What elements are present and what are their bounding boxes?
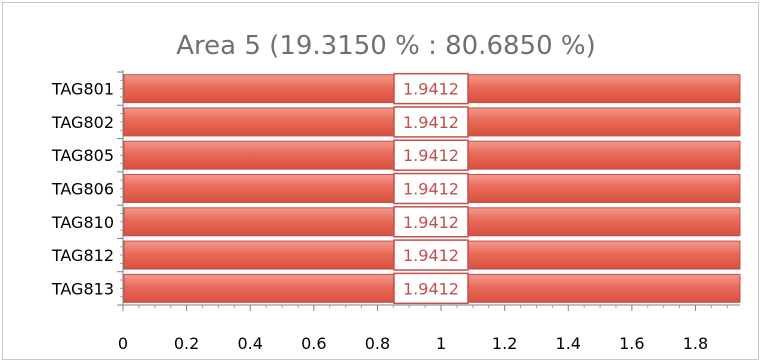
data-label: 1.9412	[403, 180, 459, 199]
x-tick-label: 1	[436, 334, 446, 353]
data-label: 1.9412	[403, 113, 459, 132]
chart-title: Area 5 (19.3150 % : 80.6850 %)	[176, 31, 595, 61]
data-label: 1.9412	[403, 279, 459, 298]
category-label: TAG805	[51, 146, 114, 165]
data-label-box	[393, 206, 469, 238]
data-label: 1.9412	[403, 246, 459, 265]
x-tick-label: 0.2	[174, 334, 199, 353]
data-label: 1.9412	[403, 80, 459, 99]
category-label: TAG813	[51, 279, 114, 298]
axes-layer	[117, 70, 740, 311]
data-label-box	[393, 172, 469, 205]
x-tick-label: 0.4	[237, 334, 262, 353]
data-label: 1.9412	[403, 213, 459, 232]
category-label: TAG812	[51, 246, 114, 265]
x-tick-label: 0	[118, 334, 128, 353]
category-label: TAG810	[51, 213, 114, 232]
data-label-box	[393, 239, 469, 271]
data-label-box	[393, 106, 469, 138]
data-label-box	[393, 72, 469, 105]
category-label: TAG801	[51, 80, 114, 99]
x-tick-label: 1.4	[556, 334, 581, 353]
x-tick-label: 0.8	[365, 334, 390, 353]
data-label: 1.9412	[403, 146, 459, 165]
category-label: TAG802	[51, 113, 114, 132]
x-tick-label: 1.8	[683, 334, 708, 353]
data-label-box	[393, 272, 469, 305]
x-tick-label: 0.6	[301, 334, 326, 353]
category-label: TAG806	[51, 180, 114, 199]
x-tick-label: 1.2	[492, 334, 517, 353]
x-tick-label: 1.6	[619, 334, 644, 353]
data-label-box	[393, 139, 469, 171]
labels-layer: TAG801 1.9412 TAG802 1.9412 TAG805 1.9412 TAG8…	[51, 72, 708, 353]
